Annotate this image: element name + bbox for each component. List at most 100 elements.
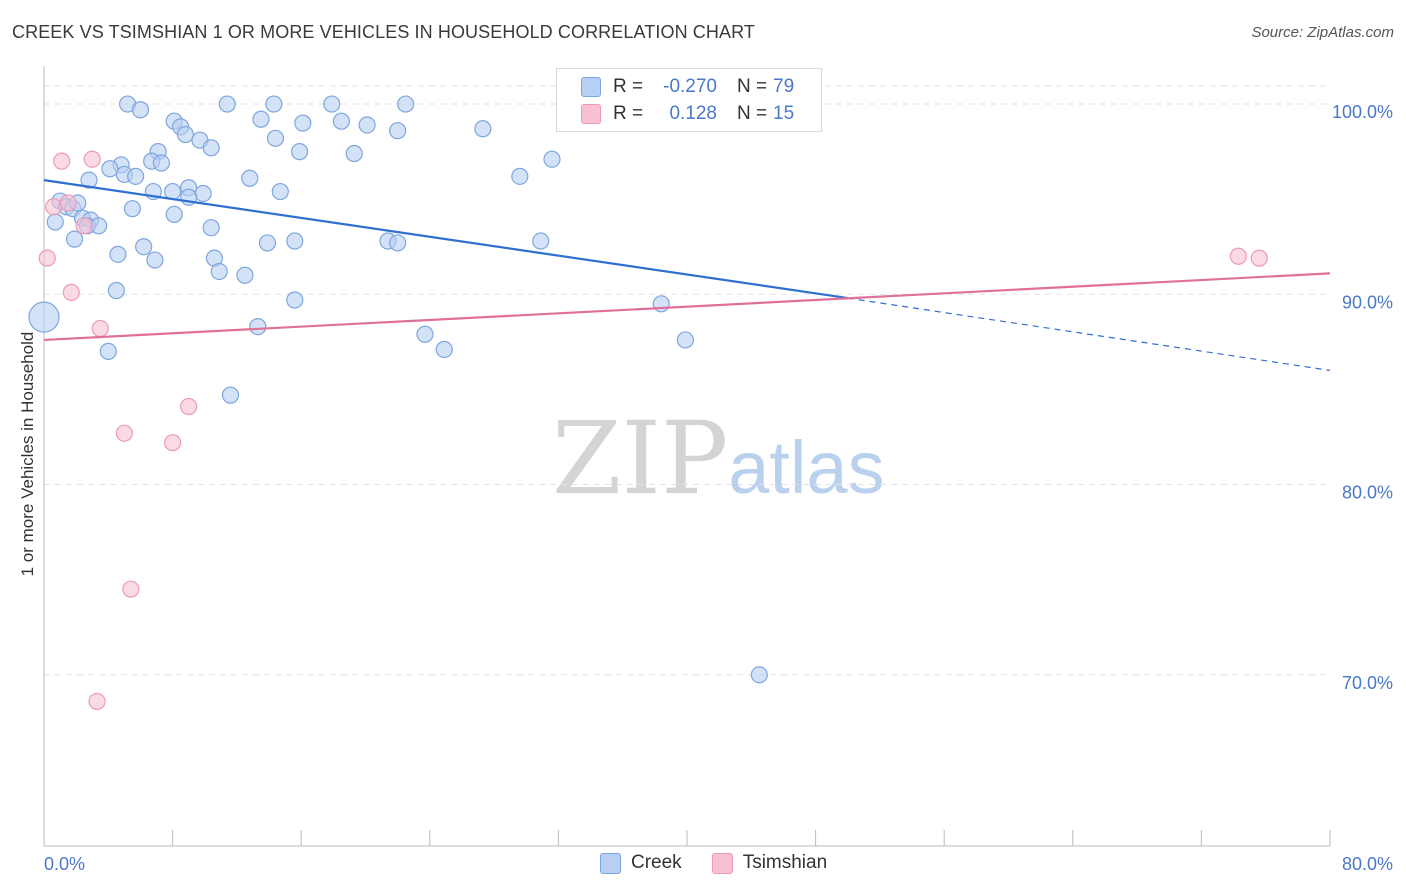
series-legend: Creek Tsimshian <box>600 852 857 874</box>
creek-point <box>90 217 108 235</box>
tsimshian-point <box>1229 247 1247 265</box>
creek-point <box>358 116 376 134</box>
creek-point <box>131 101 150 119</box>
creek-point <box>65 230 84 248</box>
tsimshian-point <box>53 152 71 170</box>
creek-point <box>165 205 183 223</box>
creek-trend-extension <box>847 297 1331 371</box>
watermark-zip: ZIP <box>552 400 729 517</box>
creek-point <box>109 245 127 263</box>
creek-point <box>249 318 267 336</box>
creek-point <box>176 125 195 144</box>
creek-point <box>127 167 145 185</box>
tsimshian-point <box>164 434 182 452</box>
legend-n-value-tsimshian: 15 <box>773 103 795 124</box>
creek-point <box>294 114 312 132</box>
creek-trend-line <box>43 179 848 300</box>
tsimshian-point <box>115 424 133 442</box>
creek-point <box>286 291 304 309</box>
source-label: Source: ZipAtlas.com <box>1251 24 1394 41</box>
creek-point <box>194 184 212 203</box>
creek-point <box>218 95 236 113</box>
legend-n-value-creek: 79 <box>773 76 795 97</box>
tsimshian-point <box>45 198 63 216</box>
creek-point <box>202 219 220 237</box>
legend-label-tsimshian: Tsimshian <box>742 852 828 873</box>
watermark: ZIPatlas <box>552 400 885 517</box>
y-tick-label: 70.0% <box>1342 673 1393 693</box>
creek-point <box>221 386 240 404</box>
creek-point <box>676 331 694 349</box>
creek-point <box>80 171 98 189</box>
creek-point <box>323 95 341 113</box>
tsimshian-point <box>59 194 77 212</box>
legend-row-tsimshian: R = 0.128 N = 15 <box>581 101 794 127</box>
creek-point <box>46 213 64 231</box>
creek-point <box>474 120 492 138</box>
legend-n-label: N = <box>737 76 768 97</box>
creek-point <box>123 200 142 218</box>
creek-point <box>389 122 407 140</box>
tsimshian-swatch <box>581 104 601 124</box>
creek-swatch <box>581 77 601 97</box>
creek-point <box>345 144 363 163</box>
tsimshian-legend-swatch <box>711 852 733 874</box>
creek-point <box>532 232 550 250</box>
creek-point <box>135 238 153 256</box>
creek-point <box>435 340 453 359</box>
creek-point <box>271 182 289 201</box>
creek-point <box>99 342 117 360</box>
watermark-atlas: atlas <box>728 426 885 509</box>
creek-point <box>389 234 407 252</box>
tsimshian-point <box>122 580 140 598</box>
y-tick-label: 100.0% <box>1332 102 1393 122</box>
x-tick-label: 80.0% <box>1342 854 1393 874</box>
legend-r-value-creek: -0.270 <box>663 76 717 97</box>
legend-item-creek: Creek <box>600 852 682 874</box>
y-tick-label: 80.0% <box>1342 483 1393 503</box>
creek-point <box>241 169 259 187</box>
y-axis-label: 1 or more Vehicles in Household <box>18 331 37 577</box>
creek-point <box>332 112 350 130</box>
legend-n-label: N = <box>737 103 768 124</box>
tsimshian-point <box>88 692 106 711</box>
creek-point <box>101 160 119 178</box>
tsimshian-trend-line <box>43 272 1331 342</box>
tsimshian-point <box>38 249 56 267</box>
creek-point <box>511 167 529 185</box>
creek-point <box>236 266 254 284</box>
legend-label-creek: Creek <box>631 852 682 873</box>
creek-point <box>258 234 277 252</box>
creek-point <box>146 251 164 269</box>
creek-point <box>152 154 170 172</box>
tsimshian-point <box>83 150 101 168</box>
creek-point <box>397 95 415 113</box>
creek-point <box>543 150 561 168</box>
creek-point <box>265 95 283 113</box>
creek-point <box>416 325 434 343</box>
tsimshian-point <box>180 397 198 416</box>
legend-r-label: R = <box>613 103 644 124</box>
creek-point <box>28 301 60 333</box>
tsimshian-point <box>75 217 93 235</box>
creek-point <box>652 295 670 313</box>
creek-point <box>286 232 304 250</box>
tsimshian-point <box>91 319 109 338</box>
tsimshian-point <box>1250 249 1268 267</box>
y-tick-label: 90.0% <box>1342 292 1393 312</box>
legend-r-value-tsimshian: 0.128 <box>669 103 717 124</box>
correlation-legend: R = -0.270 N = 79 R = 0.128 N = 15 <box>556 68 822 132</box>
creek-point <box>252 110 270 128</box>
creek-point <box>266 129 285 147</box>
legend-item-tsimshian: Tsimshian <box>711 852 828 874</box>
creek-point <box>750 666 768 684</box>
creek-point <box>107 281 125 300</box>
legend-row-creek: R = -0.270 N = 79 <box>581 74 794 100</box>
creek-point <box>210 262 228 281</box>
creek-point <box>290 143 309 161</box>
legend-r-label: R = <box>613 76 644 97</box>
creek-point <box>202 139 220 157</box>
tsimshian-point <box>62 283 80 301</box>
chart-title: CREEK VS TSIMSHIAN 1 OR MORE VEHICLES IN… <box>12 22 755 42</box>
